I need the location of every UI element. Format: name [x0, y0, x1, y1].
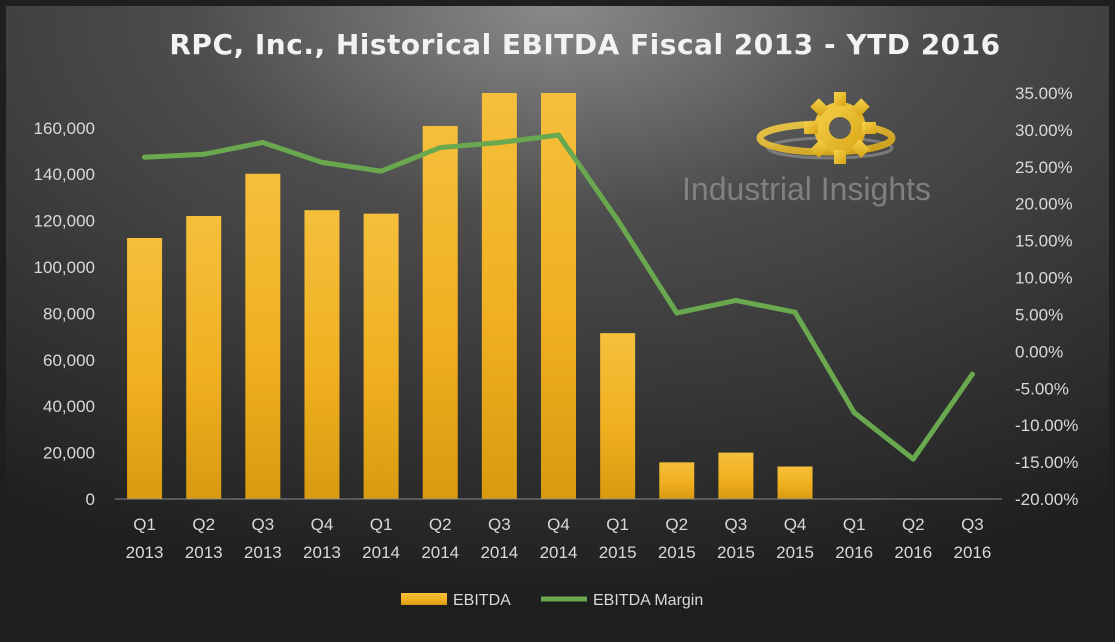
x-tick-quarter: Q1: [133, 515, 156, 534]
ebitda-bar: [777, 466, 813, 499]
left-tick-label: 120,000: [34, 212, 95, 231]
x-tick-year: 2014: [480, 543, 518, 562]
margin-point: [674, 310, 680, 316]
x-tick-year: 2015: [776, 543, 814, 562]
ebitda-bar: [481, 93, 517, 499]
ebitda-bar: [127, 238, 163, 499]
left-tick-label: 100,000: [34, 258, 95, 277]
right-axis: -20.00% -15.00% -10.00% -5.00% 0.00% 5.00% 10.…: [1015, 84, 1078, 509]
legend-label-margin: EBITDA Margin: [593, 592, 703, 609]
margin-point: [319, 159, 325, 165]
right-tick-label: -5.00%: [1015, 379, 1069, 398]
x-tick-quarter: Q4: [784, 515, 807, 534]
ebitda-bars: [127, 93, 813, 499]
x-tick-quarter: Q3: [725, 515, 748, 534]
x-tick-year: 2014: [540, 543, 578, 562]
left-tick-label: 0: [86, 490, 95, 509]
x-tick-quarter: Q3: [488, 515, 511, 534]
x-tick-quarter: Q2: [429, 515, 452, 534]
left-axis: 0 20,000 40,000 60,000 80,000 100,000 120,000 1…: [34, 119, 95, 509]
x-tick-year: 2013: [126, 543, 164, 562]
gear-logo-icon: [756, 92, 896, 164]
margin-point: [437, 145, 443, 151]
margin-point: [201, 151, 207, 157]
margin-point: [910, 456, 916, 462]
x-tick-quarter: Q3: [961, 515, 984, 534]
margin-point: [496, 139, 502, 145]
margin-point: [733, 297, 739, 303]
chart-title: RPC, Inc., Historical EBITDA Fiscal 2013…: [169, 28, 1000, 61]
margin-point: [556, 132, 561, 138]
x-tick-year: 2015: [599, 543, 637, 562]
right-tick-label: 15.00%: [1015, 232, 1073, 251]
left-tick-label: 80,000: [43, 304, 95, 323]
watermark-text: Industrial Insights: [682, 171, 931, 207]
ebitda-bar: [659, 462, 695, 499]
watermark: Industrial Insights: [682, 92, 931, 207]
ebitda-bar: [718, 452, 754, 499]
x-tick-quarter: Q1: [370, 515, 393, 534]
ebitda-bar: [363, 213, 399, 499]
x-tick-year: 2016: [954, 543, 992, 562]
ebitda-bar: [186, 215, 222, 499]
right-tick-label: 5.00%: [1015, 305, 1063, 324]
x-tick-quarter: Q4: [547, 515, 570, 534]
margin-point: [851, 410, 857, 416]
x-tick-quarter: Q1: [606, 515, 629, 534]
x-tick-year: 2014: [421, 543, 459, 562]
margin-point: [260, 139, 266, 145]
ebitda-bar: [600, 333, 636, 499]
margin-point: [969, 371, 975, 377]
left-tick-label: 140,000: [34, 165, 95, 184]
ebitda-bar: [422, 125, 458, 499]
right-tick-label: 30.00%: [1015, 121, 1073, 140]
x-tick-quarter: Q3: [251, 515, 274, 534]
right-tick-label: -20.00%: [1015, 490, 1078, 509]
ebitda-bar: [541, 93, 576, 499]
x-tick-year: 2015: [658, 543, 696, 562]
right-tick-label: -15.00%: [1015, 453, 1078, 472]
x-tick-year: 2016: [894, 543, 932, 562]
x-tick-year: 2013: [185, 543, 223, 562]
right-tick-label: 20.00%: [1015, 195, 1073, 214]
right-tick-label: 25.00%: [1015, 158, 1073, 177]
x-tick-year: 2013: [303, 543, 341, 562]
x-tick-quarter: Q2: [902, 515, 925, 534]
ebitda-bar: [245, 173, 281, 499]
right-tick-label: 0.00%: [1015, 342, 1063, 361]
margin-point: [615, 217, 621, 223]
margin-point: [378, 168, 384, 174]
x-tick-quarter: Q2: [192, 515, 215, 534]
left-tick-label: 20,000: [43, 444, 95, 463]
margin-line-series: [142, 132, 975, 462]
left-tick-label: 60,000: [43, 351, 95, 370]
x-tick-quarter: Q2: [665, 515, 688, 534]
left-tick-label: 40,000: [43, 397, 95, 416]
x-tick-year: 2016: [835, 543, 873, 562]
x-tick-year: 2014: [362, 543, 400, 562]
left-tick-label: 160,000: [34, 119, 95, 138]
legend-swatch-ebitda: [401, 593, 447, 605]
x-tick-quarter: Q4: [311, 515, 334, 534]
right-tick-label: -10.00%: [1015, 416, 1078, 435]
x-axis: Q1 2013 Q2 2013 Q3 2013 Q4 2013 Q1 2014 Q2 2014 Q3 20…: [126, 515, 992, 562]
right-tick-label: 10.00%: [1015, 269, 1073, 288]
margin-point: [142, 154, 148, 160]
margin-point: [792, 309, 798, 315]
x-tick-quarter: Q1: [843, 515, 866, 534]
right-tick-label: 35.00%: [1015, 84, 1073, 103]
legend: EBITDA EBITDA Margin: [401, 592, 703, 609]
x-tick-year: 2013: [244, 543, 282, 562]
ebitda-bar: [304, 210, 340, 499]
legend-label-ebitda: EBITDA: [453, 592, 511, 609]
x-tick-year: 2015: [717, 543, 755, 562]
